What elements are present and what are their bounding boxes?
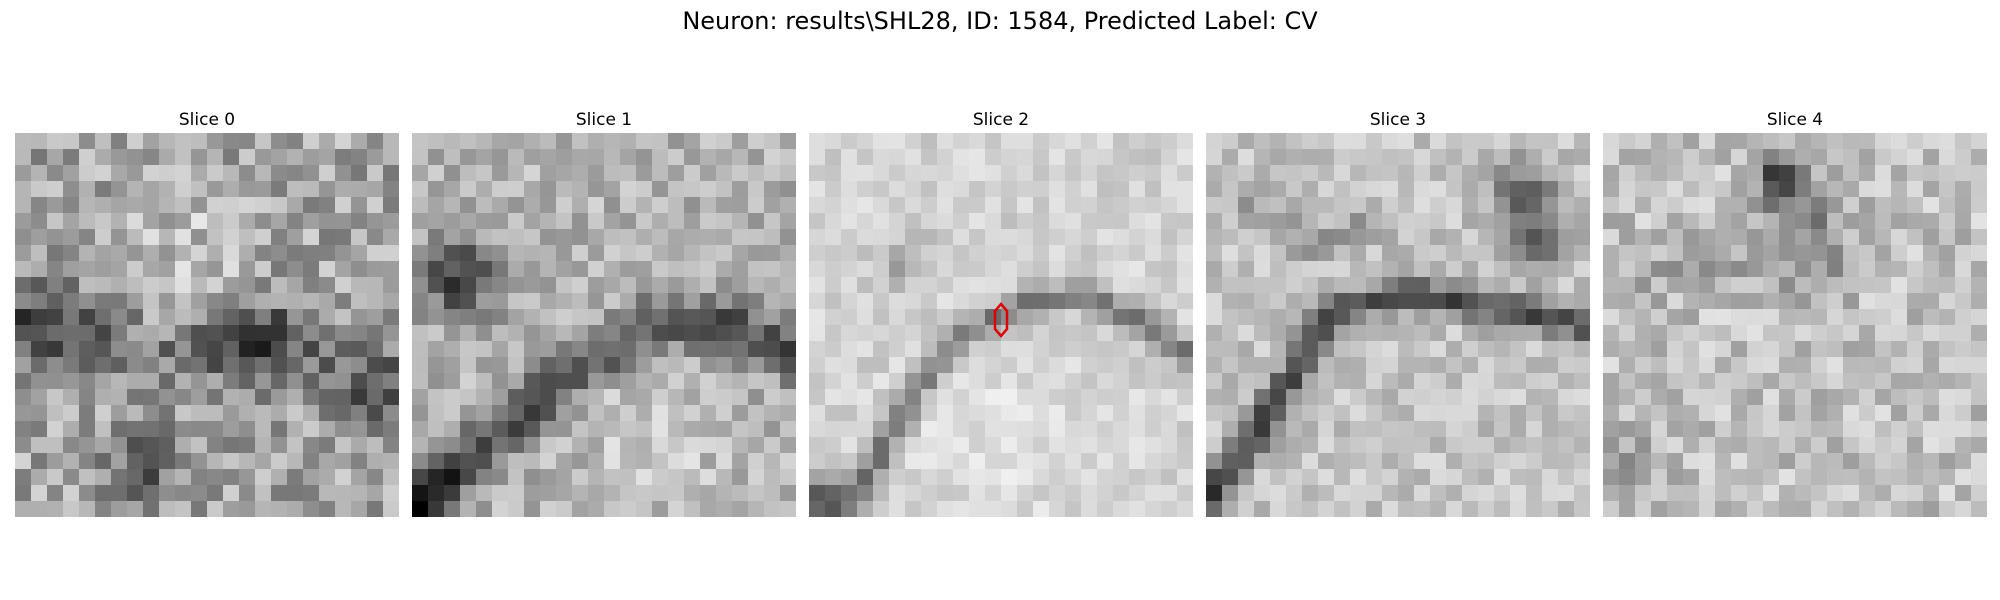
microscopy-slice-image [809, 133, 1193, 517]
figure-title: Neuron: results\SHL28, ID: 1584, Predict… [682, 7, 1318, 35]
slice-panel-3: Slice 3 [1206, 108, 1590, 517]
slice-panel-4: Slice 4 [1603, 108, 1987, 517]
slice-panel-1: Slice 1 [412, 108, 796, 517]
microscopy-slice-image [1603, 133, 1987, 517]
slice-title: Slice 1 [575, 110, 633, 130]
microscopy-slice-image [1206, 133, 1590, 517]
slice-panel-2: Slice 2 [809, 108, 1193, 517]
microscopy-slice-image [15, 133, 399, 517]
slice-title: Slice 0 [178, 110, 236, 130]
slice-title: Slice 4 [1766, 110, 1824, 130]
slice-title: Slice 3 [1369, 110, 1427, 130]
microscopy-slice-image [412, 133, 796, 517]
slice-title: Slice 2 [972, 110, 1030, 130]
slice-panel-0: Slice 0 [15, 108, 399, 517]
red-marker-icon [993, 302, 1009, 338]
